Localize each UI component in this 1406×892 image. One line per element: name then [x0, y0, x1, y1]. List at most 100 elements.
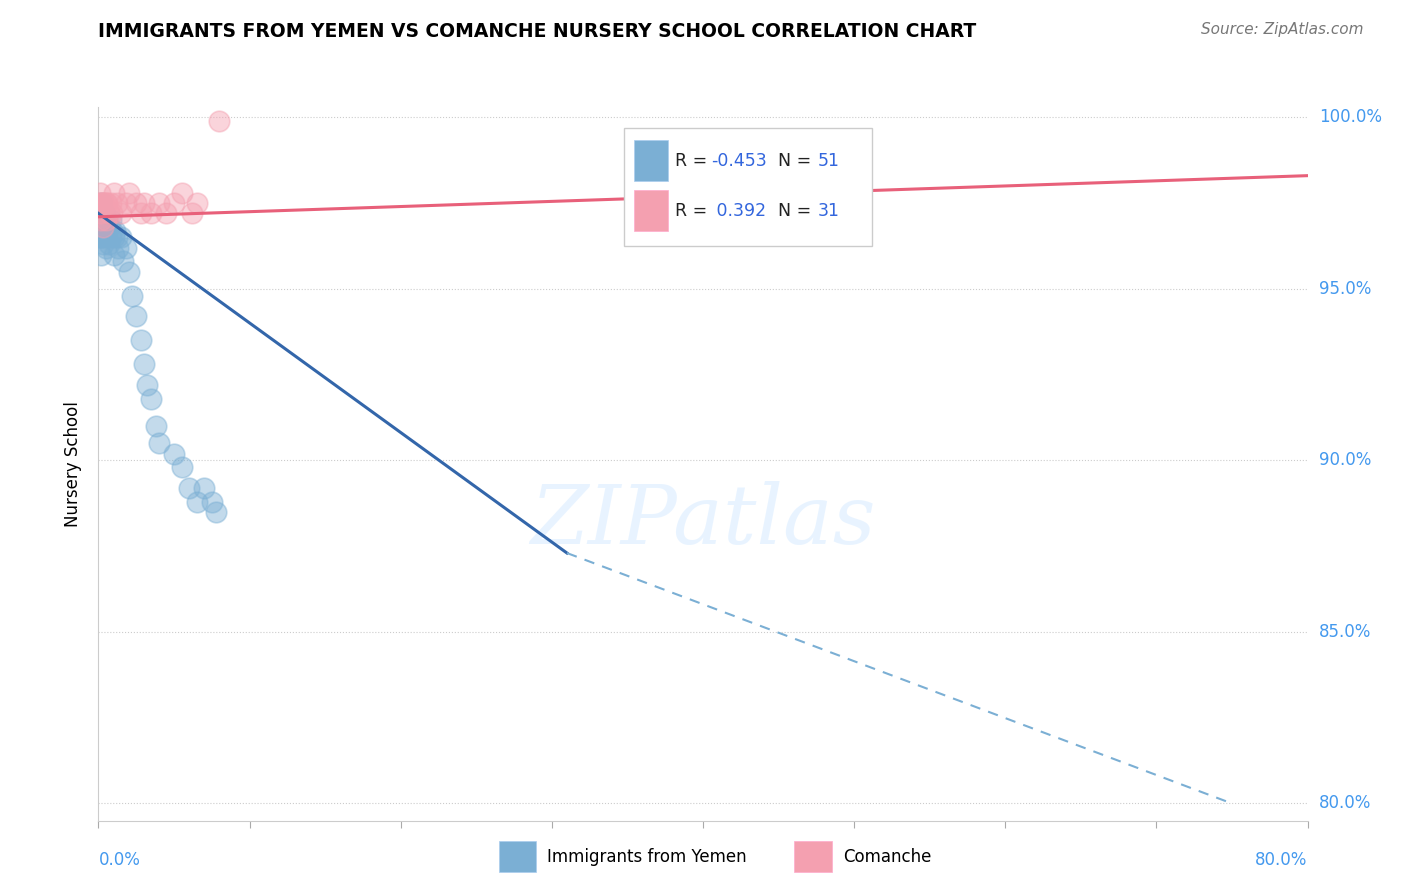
Point — [101, 223, 124, 237]
Point — [205, 505, 228, 519]
Text: R =: R = — [675, 202, 713, 219]
Text: 0.0%: 0.0% — [98, 851, 141, 869]
Point — [110, 206, 132, 220]
Point — [89, 230, 111, 244]
Text: 100.0%: 100.0% — [1319, 108, 1382, 127]
Point — [118, 265, 141, 279]
Point — [98, 220, 121, 235]
Point — [90, 206, 112, 220]
Point — [163, 446, 186, 460]
Point — [181, 206, 204, 220]
Point — [121, 289, 143, 303]
Point — [100, 230, 122, 244]
Point — [201, 494, 224, 508]
Point — [148, 196, 170, 211]
Point — [94, 220, 117, 235]
Text: ZIPatlas: ZIPatlas — [530, 481, 876, 561]
Text: Immigrants from Yemen: Immigrants from Yemen — [547, 847, 747, 865]
Point — [90, 213, 112, 227]
Point — [94, 241, 117, 255]
Point — [89, 220, 111, 235]
Point — [91, 220, 114, 235]
Point — [103, 230, 125, 244]
Point — [89, 206, 111, 220]
Point — [110, 230, 132, 244]
Point — [129, 206, 152, 220]
Point — [101, 206, 124, 220]
Text: Source: ZipAtlas.com: Source: ZipAtlas.com — [1201, 22, 1364, 37]
Bar — [634, 190, 668, 231]
Point — [90, 213, 112, 227]
Point — [100, 196, 122, 211]
Text: IMMIGRANTS FROM YEMEN VS COMANCHE NURSERY SCHOOL CORRELATION CHART: IMMIGRANTS FROM YEMEN VS COMANCHE NURSER… — [98, 22, 977, 41]
Y-axis label: Nursery School: Nursery School — [65, 401, 83, 527]
FancyBboxPatch shape — [624, 128, 872, 246]
Text: 31: 31 — [818, 202, 839, 219]
Point — [94, 213, 117, 227]
Point — [114, 196, 136, 211]
Text: R =: R = — [675, 152, 713, 169]
Point — [93, 206, 115, 220]
Text: 95.0%: 95.0% — [1319, 280, 1371, 298]
Point — [177, 481, 201, 495]
Text: 80.0%: 80.0% — [1256, 851, 1308, 869]
Point — [105, 196, 128, 211]
Point — [163, 196, 186, 211]
Point — [91, 213, 114, 227]
Point — [125, 196, 148, 211]
Point — [103, 186, 125, 200]
Text: Comanche: Comanche — [842, 847, 931, 865]
Point — [89, 196, 111, 211]
Point — [91, 220, 114, 235]
Point — [94, 196, 117, 211]
Point — [132, 357, 155, 371]
Point — [125, 310, 148, 324]
Text: N =: N = — [778, 152, 817, 169]
Point — [98, 237, 121, 252]
Point — [155, 206, 177, 220]
Text: N =: N = — [778, 202, 817, 219]
Point — [186, 196, 208, 211]
Point — [96, 196, 118, 211]
Point — [98, 206, 121, 220]
Point — [129, 334, 152, 348]
Text: 80.0%: 80.0% — [1319, 795, 1371, 813]
Point — [96, 213, 118, 227]
Point — [89, 186, 111, 200]
Point — [90, 196, 112, 211]
Point — [132, 196, 155, 211]
Point — [93, 220, 115, 235]
Point — [90, 220, 112, 235]
Text: 51: 51 — [818, 152, 839, 169]
Point — [91, 196, 114, 211]
Point — [186, 494, 208, 508]
Text: -0.453: -0.453 — [711, 152, 768, 169]
Point — [90, 196, 112, 211]
Point — [141, 392, 163, 406]
Text: 85.0%: 85.0% — [1319, 623, 1371, 641]
Point — [89, 213, 111, 227]
Point — [111, 254, 134, 268]
Point — [90, 247, 112, 261]
Point — [104, 223, 127, 237]
Point — [148, 436, 170, 450]
Point — [107, 241, 129, 255]
Point — [170, 186, 193, 200]
Point — [105, 230, 128, 244]
Point — [91, 206, 114, 220]
Point — [93, 196, 115, 211]
Point — [96, 230, 118, 244]
Text: 90.0%: 90.0% — [1319, 451, 1371, 469]
Point — [89, 220, 111, 235]
Bar — [634, 140, 668, 181]
Point — [114, 241, 136, 255]
Point — [90, 230, 112, 244]
Point — [141, 206, 163, 220]
Point — [89, 206, 111, 220]
Point — [118, 186, 141, 200]
Point — [193, 481, 215, 495]
Point — [100, 213, 122, 227]
Point — [170, 460, 193, 475]
Point — [90, 196, 112, 211]
Point — [145, 419, 167, 434]
